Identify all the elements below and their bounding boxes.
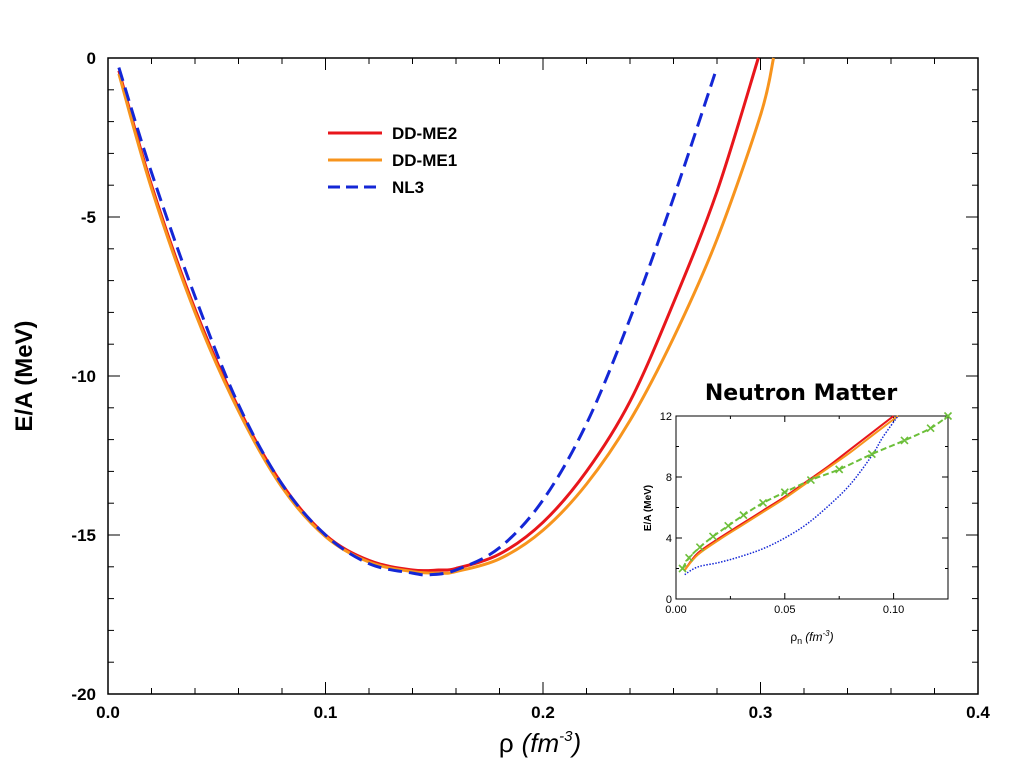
inset-plot: Neutron Matter 0.00 0.05 0.10 0 4 8 12 E/A (Me…: [643, 381, 953, 646]
x-tick-label: 0.2: [531, 703, 555, 722]
series-marker: [835, 465, 844, 474]
inset-frame: [675, 415, 949, 600]
inset-x-axis-label: ρn (fm-3): [790, 629, 833, 646]
x-tick-label: 0.00: [665, 604, 686, 616]
series-marker: [678, 564, 687, 573]
y-tick-label: 0: [87, 49, 96, 68]
x-axis-label-symbol: ρ: [499, 728, 514, 758]
x-tick-label: 0.0: [96, 703, 120, 722]
x-tick-label: 0.3: [749, 703, 773, 722]
y-tick-label: -20: [71, 685, 96, 704]
main-ticks: [107, 57, 979, 695]
legend: DD-ME2 DD-ME1 NL3: [328, 124, 457, 197]
series-marker: [724, 521, 733, 530]
x-axis-label-close: ): [570, 728, 582, 758]
series-line-1: [683, 415, 899, 571]
series-marker: [708, 532, 718, 541]
y-tick-label: 4: [666, 533, 672, 545]
x-axis-label-exp: -3: [559, 728, 573, 745]
x-tick-label: 0.05: [774, 604, 795, 616]
main-plot: 0.0 0.1 0.2 0.3 0.4 0 -5 -10 -15 -20 E/A (MeV) ρ (…: [11, 49, 990, 758]
y-tick-label: 8: [666, 472, 672, 484]
series-marker: [943, 411, 953, 421]
series-marker: [739, 511, 748, 520]
inset-title: Neutron Matter: [705, 381, 897, 406]
y-tick-label: 0: [666, 594, 672, 606]
legend-label-dd-me1: DD-ME1: [392, 151, 457, 170]
legend-label-nl3: NL3: [392, 178, 424, 197]
series-line-0: [683, 415, 895, 571]
main-tick-labels: 0.0 0.1 0.2 0.3 0.4 0 -5 -10 -15 -20: [71, 49, 990, 722]
inset-x-axis-label-sub: n: [797, 636, 802, 646]
series-line-nl3: [117, 67, 717, 577]
y-tick-label: 12: [660, 411, 672, 423]
series-marker: [758, 498, 768, 507]
y-tick-label: -10: [71, 367, 96, 386]
series-marker: [780, 488, 789, 497]
series-line-dd-me1: [117, 57, 776, 575]
y-tick-label: -15: [71, 526, 96, 545]
inset-x-axis-label-unit: (fm: [805, 630, 822, 644]
inset-tick-labels: 0.00 0.05 0.10 0 4 8 12: [660, 411, 905, 616]
series-marker: [695, 543, 705, 552]
x-tick-label: 0.4: [966, 703, 990, 722]
inset-x-axis-label-exp: -3: [823, 629, 831, 638]
inset-series: [678, 411, 953, 576]
legend-label-dd-me2: DD-ME2: [392, 124, 457, 143]
x-axis-label: ρ (fm-3): [499, 728, 581, 758]
series-marker: [900, 436, 909, 445]
series-marker: [806, 475, 815, 485]
inset-x-axis-label-close: ): [828, 630, 834, 644]
x-tick-label: 0.1: [314, 703, 338, 722]
y-tick-label: -5: [81, 208, 96, 227]
series-marker: [684, 553, 694, 562]
inset-y-axis-label: E/A (MeV): [643, 485, 654, 531]
series-marker: [867, 450, 876, 459]
x-tick-label: 0.10: [883, 604, 904, 616]
series-marker: [926, 424, 935, 433]
y-axis-label: E/A (MeV): [11, 320, 38, 431]
inset-x-axis-label-symbol: ρ: [790, 630, 797, 644]
main-series: [117, 57, 776, 577]
x-axis-label-unit: (fm: [522, 728, 560, 758]
